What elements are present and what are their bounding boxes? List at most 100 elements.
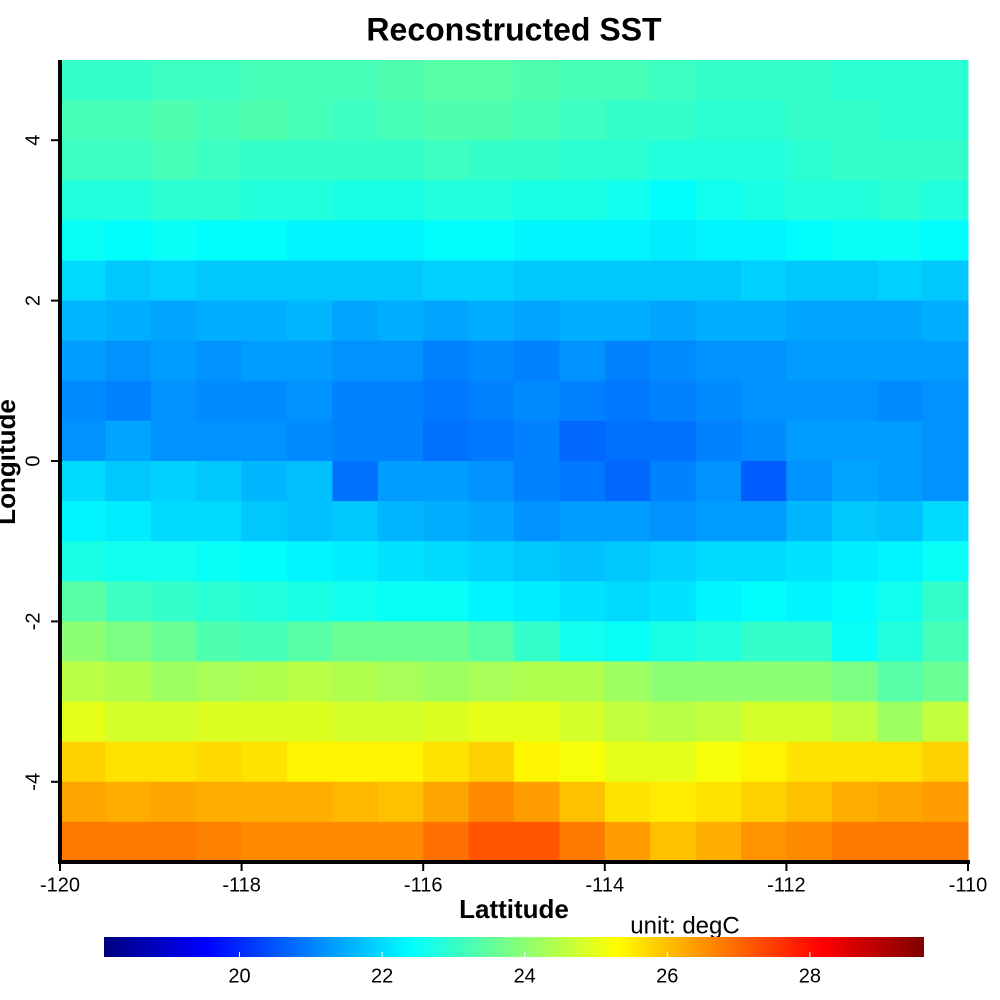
heat-cell (468, 741, 515, 783)
heat-cell (831, 501, 878, 542)
heat-cell (287, 821, 333, 863)
heat-cell (650, 661, 697, 703)
heat-cell (287, 100, 333, 141)
heat-cell (831, 541, 878, 582)
heat-cell (196, 621, 243, 662)
heat-cell (559, 501, 606, 542)
heat-cell (150, 300, 197, 342)
x-tick-label: -116 (404, 874, 443, 896)
heat-cell (877, 621, 924, 662)
heat-cell (786, 420, 833, 462)
heat-cell (423, 621, 470, 662)
heatmap (60, 60, 969, 863)
heat-cell (604, 741, 651, 783)
heat-cell (105, 220, 152, 261)
heat-cell (741, 701, 787, 743)
heat-cell (377, 260, 424, 302)
heat-cell (423, 380, 470, 422)
heat-cell (287, 300, 333, 342)
heat-cell (287, 180, 333, 221)
heat-cell (877, 661, 924, 703)
heat-cell (741, 501, 787, 542)
heat-cell (377, 220, 424, 261)
heat-cell (514, 581, 560, 622)
heat-cell (877, 581, 924, 622)
heat-cell (514, 821, 560, 863)
chart-title: Reconstructed SST (366, 11, 662, 47)
heat-cell (650, 781, 697, 823)
heat-cell (922, 781, 969, 823)
heat-cell (60, 60, 106, 101)
heat-cell (922, 621, 969, 662)
heat-cell (241, 60, 288, 101)
heat-cell (241, 821, 288, 863)
heat-cell (150, 621, 197, 662)
heat-cell (287, 621, 333, 662)
heat-cell (695, 701, 742, 743)
heat-cell (423, 741, 470, 783)
heat-cell (786, 501, 833, 542)
heat-cell (332, 100, 379, 141)
heat-cell (423, 300, 470, 342)
heat-cell (241, 541, 288, 582)
heat-cell (105, 140, 152, 181)
heat-cell (287, 420, 333, 462)
heat-cell (150, 60, 197, 101)
heat-cell (105, 380, 152, 422)
heat-cell (241, 220, 288, 261)
heat-cell (695, 621, 742, 662)
heat-cell (60, 420, 106, 462)
heat-cell (332, 821, 379, 863)
heat-cell (287, 220, 333, 261)
heat-cell (241, 420, 288, 462)
heat-cell (377, 501, 424, 542)
heat-cell (786, 461, 833, 502)
heat-cell (604, 60, 651, 101)
heat-cell (741, 340, 787, 382)
heat-cell (604, 581, 651, 622)
heat-cell (468, 60, 515, 101)
heat-cell (877, 701, 924, 743)
heat-cell (695, 300, 742, 342)
heat-cell (922, 581, 969, 622)
heat-cell (695, 420, 742, 462)
heat-cell (468, 661, 515, 703)
heat-cell (468, 461, 515, 502)
heat-cell (377, 821, 424, 863)
heat-cell (468, 100, 515, 141)
x-tick-label: -112 (767, 874, 806, 896)
heat-cell (877, 461, 924, 502)
heat-cell (831, 420, 878, 462)
heat-cell (150, 501, 197, 542)
heat-cell (650, 340, 697, 382)
heat-cell (922, 461, 969, 502)
x-tick-label: -110 (949, 874, 988, 896)
heat-cell (241, 661, 288, 703)
heat-cell (287, 781, 333, 823)
heat-cell (604, 461, 651, 502)
heat-cell (332, 741, 379, 783)
y-axis-label: Longitude (0, 399, 21, 525)
heat-cell (877, 340, 924, 382)
heat-cell (468, 380, 515, 422)
heat-cell (741, 380, 787, 422)
heat-cell (831, 220, 878, 261)
heat-cell (150, 781, 197, 823)
heat-cell (423, 420, 470, 462)
heat-cell (468, 701, 515, 743)
heat-cell (332, 180, 379, 221)
heat-cell (196, 420, 243, 462)
heat-cell (241, 380, 288, 422)
heat-cell (831, 260, 878, 302)
x-axis-label: Lattitude (459, 894, 569, 924)
heat-cell (922, 661, 969, 703)
heat-cell (377, 621, 424, 662)
heat-cell (877, 541, 924, 582)
heat-cell (650, 461, 697, 502)
heat-cell (196, 100, 243, 141)
heat-cell (559, 461, 606, 502)
heat-cell (514, 340, 560, 382)
heat-cell (604, 420, 651, 462)
heat-cell (786, 180, 833, 221)
heat-cell (650, 701, 697, 743)
